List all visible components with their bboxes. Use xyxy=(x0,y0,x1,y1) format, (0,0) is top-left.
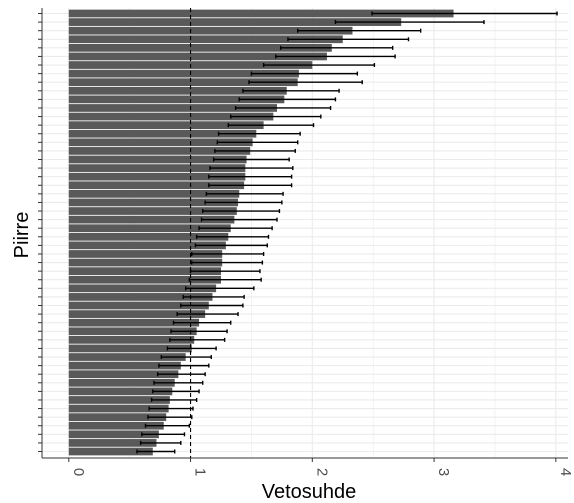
x-axis: 0 1 2 3 4 xyxy=(42,458,574,476)
x-tick-label: 4 xyxy=(557,468,574,476)
x-tick-label: 2 xyxy=(313,468,330,476)
y-axis-title: Piirre xyxy=(11,212,33,259)
x-tick-label: 3 xyxy=(435,468,452,476)
x-axis-title: Vetosuhde xyxy=(262,481,357,503)
y-axis-ticks xyxy=(38,8,42,458)
x-tick-label: 0 xyxy=(70,468,87,476)
x-tick-label: 1 xyxy=(192,468,209,476)
